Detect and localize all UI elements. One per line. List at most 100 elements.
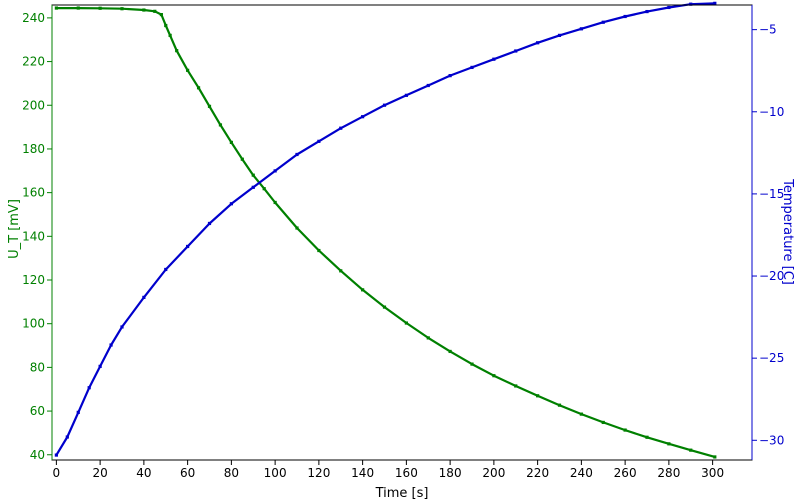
u-t-data-point (175, 49, 179, 53)
u-t-data-point (426, 336, 430, 340)
left-y-tick-label: 160 (22, 186, 45, 200)
u-t-data-point (470, 362, 474, 366)
right-y-tick-label: −15 (759, 187, 784, 201)
temperature-data-point (514, 49, 518, 53)
u-t-data-point (76, 6, 80, 10)
temperature-data-point (251, 185, 255, 189)
temperature-data-point (404, 93, 408, 97)
temperature-data-point (689, 2, 693, 6)
temperature-data-point (76, 410, 80, 414)
u-t-data-point (317, 248, 321, 253)
x-tick-label: 100 (264, 466, 287, 480)
u-t-data-point (168, 33, 172, 37)
temperature-data-point (98, 364, 102, 368)
u-t-data-point (142, 8, 146, 12)
u-t-data-point (196, 86, 201, 90)
u-t-data-point (295, 226, 299, 230)
u-t-data-point (713, 455, 717, 459)
temperature-data-point (317, 139, 321, 143)
x-tick-label: 0 (53, 466, 61, 480)
u-t-data-point (382, 305, 387, 309)
temperature-data-point (536, 41, 540, 45)
x-tick-label: 280 (657, 466, 680, 480)
u-t-data-point (514, 384, 518, 388)
u-t-data-point (339, 269, 343, 273)
left-y-tick-label: 180 (22, 142, 45, 156)
x-axis-title: Time [s] (375, 486, 429, 501)
right-y-axis: −30 −25 −20 −15 −10 −5 (752, 23, 784, 447)
u-t-data-point (361, 288, 365, 292)
right-y-tick-label: −20 (759, 269, 784, 283)
x-axis: 0 20 40 60 80 100 120 140 160 180 200 220 240 260 280 3… (53, 460, 724, 480)
temperature-data-point (667, 5, 671, 10)
temperature-data-point (295, 152, 299, 157)
x-tick-label: 180 (439, 466, 462, 480)
left-y-tick-label: 80 (30, 360, 45, 374)
left-y-tick-label: 140 (22, 229, 45, 243)
u-t-data-point (240, 157, 244, 161)
temperature-data-point (382, 103, 387, 107)
u-t-data-point (404, 321, 408, 325)
x-tick-label: 120 (307, 466, 330, 480)
u-t-series (54, 6, 717, 459)
u-t-data-point (186, 68, 190, 72)
left-y-tick-label: 120 (22, 273, 45, 287)
temperature-data-point (207, 221, 212, 226)
temperature-data-point (339, 126, 343, 130)
u-t-data-point (164, 23, 168, 28)
temperature-data-point (87, 386, 91, 390)
u-t-data-point (229, 140, 233, 144)
temperature-data-point (623, 14, 627, 19)
temperature-data-point (557, 33, 562, 37)
right-y-tick-label: −30 (759, 433, 784, 447)
temperature-data-point (713, 1, 717, 5)
x-tick-label: 140 (351, 466, 374, 480)
u-t-data-point (54, 6, 58, 10)
x-tick-label: 240 (570, 466, 593, 480)
x-tick-label: 160 (395, 466, 418, 480)
temperature-data-point (54, 453, 58, 457)
temperature-data-point (426, 83, 430, 88)
temperature-data-point (579, 27, 583, 31)
left-y-tick-label: 60 (30, 404, 45, 418)
x-tick-label: 300 (701, 466, 724, 480)
u-t-data-point (536, 394, 540, 398)
u-t-data-point (667, 442, 671, 446)
temperature-data-point (120, 325, 124, 329)
u-t-data-point (262, 187, 266, 191)
temperature-data-point (65, 435, 69, 439)
temperature-data-point (470, 65, 474, 70)
u-t-data-point (601, 420, 605, 425)
temperature-data-point (601, 20, 605, 24)
right-y-tick-label: −25 (759, 351, 784, 365)
u-t-data-point (579, 412, 583, 416)
left-y-axis: 40 60 80 100 120 140 160 180 200 220 240 (22, 11, 52, 462)
temperature-data-point (229, 202, 233, 206)
left-y-tick-label: 200 (22, 98, 45, 112)
temperature-data-point (186, 244, 190, 249)
u-t-data-point (98, 6, 102, 10)
temperature-data-point (142, 295, 146, 299)
right-y-axis-title: Temperature [C] (780, 178, 795, 285)
u-t-data-point (448, 349, 452, 354)
x-tick-label: 40 (136, 466, 151, 480)
temperature-data-point (448, 74, 452, 78)
temperature-data-point (273, 169, 277, 173)
plot-frame (51, 4, 753, 461)
x-tick-label: 20 (92, 466, 107, 480)
u-t-data-point (153, 9, 157, 13)
u-t-data-point (557, 403, 562, 407)
temperature-series-line (55, 2, 716, 457)
u-t-data-point (689, 448, 693, 452)
u-t-data-point (207, 104, 212, 108)
x-tick-label: 60 (180, 466, 195, 480)
x-tick-label: 80 (224, 466, 239, 480)
left-y-tick-label: 220 (22, 55, 45, 69)
x-tick-label: 200 (482, 466, 505, 480)
u-t-data-point (623, 428, 627, 432)
u-t-series-line (55, 7, 716, 458)
temperature-data-point (645, 9, 649, 14)
u-t-data-point (159, 13, 163, 17)
